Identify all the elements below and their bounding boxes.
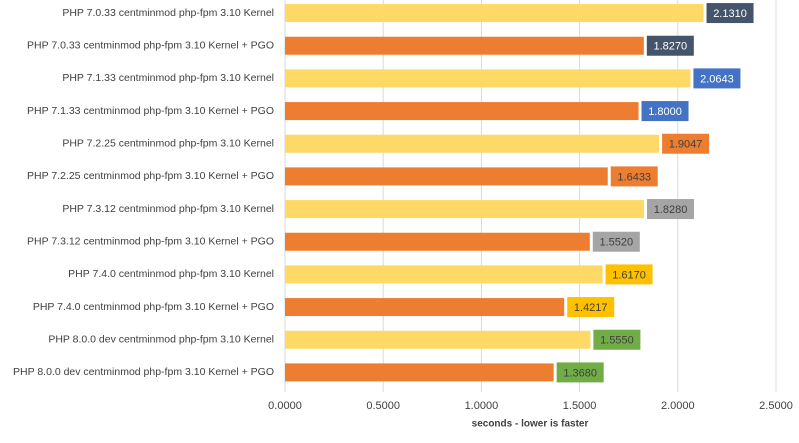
value-label: 1.8270 bbox=[653, 41, 687, 53]
value-label: 1.3680 bbox=[563, 367, 597, 379]
value-label-box bbox=[647, 199, 695, 220]
value-label: 1.8000 bbox=[648, 106, 682, 118]
y-tick-label: PHP 7.4.0 centminmod php-fpm 3.10 Kernel… bbox=[33, 301, 274, 313]
value-label-box bbox=[662, 133, 710, 154]
x-tick-label: 2.5000 bbox=[759, 400, 793, 412]
y-tick-label: PHP 7.1.33 centminmod php-fpm 3.10 Kerne… bbox=[62, 72, 274, 84]
value-label: 1.6170 bbox=[612, 269, 646, 281]
bar bbox=[285, 69, 691, 88]
value-label: 1.9047 bbox=[669, 139, 703, 151]
y-tick-label: PHP 7.0.33 centminmod php-fpm 3.10 Kerne… bbox=[27, 40, 274, 52]
y-tick-label: PHP 8.0.0 dev centminmod php-fpm 3.10 Ke… bbox=[13, 366, 274, 378]
bar bbox=[285, 265, 603, 284]
x-tick-label: 0.5000 bbox=[366, 400, 400, 412]
value-label-box bbox=[706, 3, 754, 24]
value-label-box bbox=[593, 329, 641, 350]
x-tick-label: 2.0000 bbox=[661, 400, 695, 412]
bar bbox=[285, 200, 645, 219]
bar bbox=[285, 36, 644, 55]
value-label-box bbox=[693, 68, 741, 89]
y-tick-label: PHP 7.2.25 centminmod php-fpm 3.10 Kerne… bbox=[27, 170, 274, 182]
x-tick-label: 1.5000 bbox=[563, 400, 597, 412]
value-label: 2.0643 bbox=[700, 73, 734, 85]
y-tick-label: PHP 8.0.0 dev centminmod php-fpm 3.10 Ke… bbox=[48, 334, 274, 346]
bar bbox=[285, 298, 565, 317]
y-tick-label: PHP 7.3.12 centminmod php-fpm 3.10 Kerne… bbox=[27, 236, 274, 248]
value-label: 1.5520 bbox=[599, 237, 633, 249]
value-label-box bbox=[641, 101, 689, 122]
y-tick-label: PHP 7.3.12 centminmod php-fpm 3.10 Kerne… bbox=[62, 203, 274, 215]
value-label-box bbox=[556, 362, 604, 383]
value-label: 2.1310 bbox=[713, 8, 747, 20]
bar bbox=[285, 232, 590, 251]
y-tick-label: PHP 7.4.0 centminmod php-fpm 3.10 Kernel bbox=[68, 268, 274, 280]
bar bbox=[285, 330, 591, 349]
value-label: 1.6433 bbox=[617, 171, 651, 183]
y-tick-label: PHP 7.0.33 centminmod php-fpm 3.10 Kerne… bbox=[62, 7, 274, 19]
value-label-box bbox=[592, 231, 640, 252]
value-label-box bbox=[605, 264, 653, 285]
value-label: 1.4217 bbox=[574, 302, 608, 314]
value-label: 1.5550 bbox=[600, 335, 634, 347]
value-label-box bbox=[646, 35, 694, 56]
bar bbox=[285, 167, 608, 186]
x-tick-label: 1.0000 bbox=[465, 400, 499, 412]
x-axis-title: seconds - lower is faster bbox=[472, 419, 589, 430]
value-label-box bbox=[610, 166, 658, 187]
y-tick-label: PHP 7.2.25 centminmod php-fpm 3.10 Kerne… bbox=[62, 138, 274, 150]
bar bbox=[285, 363, 554, 382]
y-tick-label: PHP 7.1.33 centminmod php-fpm 3.10 Kerne… bbox=[27, 105, 274, 117]
bar bbox=[285, 102, 639, 121]
bar bbox=[285, 4, 704, 23]
value-label: 1.8280 bbox=[654, 204, 688, 216]
x-tick-label: 0.0000 bbox=[268, 400, 302, 412]
bar bbox=[285, 134, 660, 153]
value-label-box bbox=[567, 297, 615, 318]
